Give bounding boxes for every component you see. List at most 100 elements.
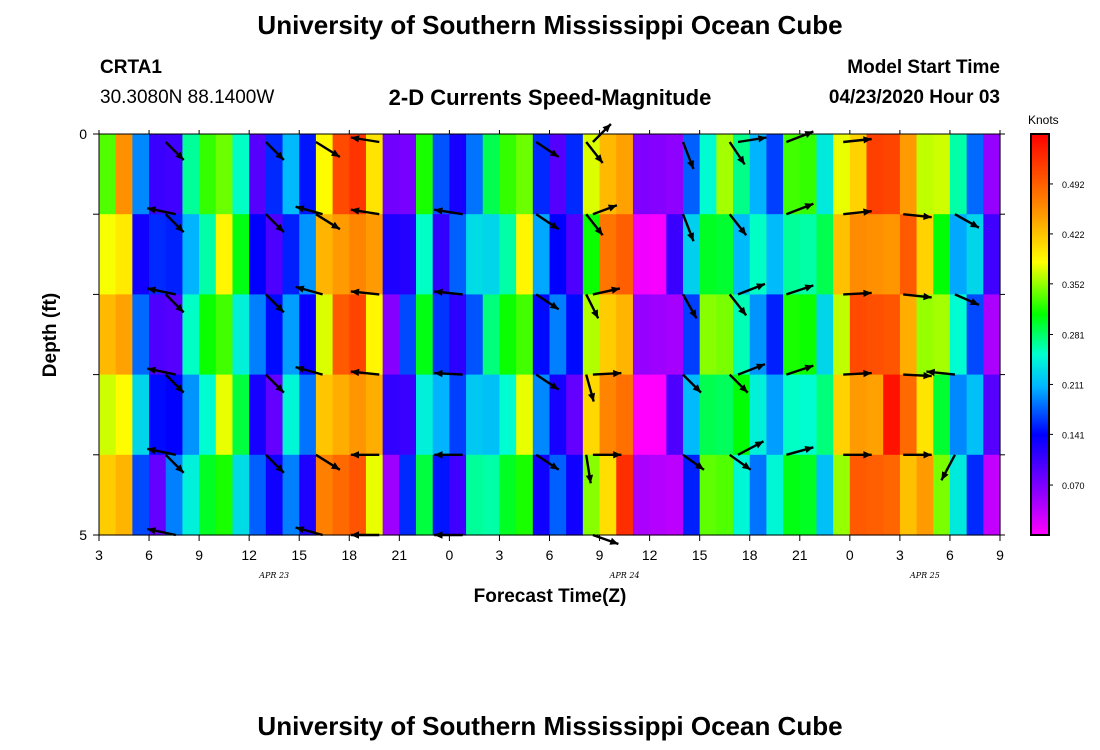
current-vector-head xyxy=(923,292,932,301)
heatmap-cell xyxy=(833,454,851,536)
heatmap-cell xyxy=(215,294,234,376)
heatmap-cell xyxy=(416,454,434,536)
heatmap-cell xyxy=(115,374,133,456)
heatmap-cell xyxy=(382,214,400,295)
current-vector-head xyxy=(275,464,284,473)
x-tick-label: 3 xyxy=(95,547,103,563)
heatmap-cell xyxy=(416,214,434,295)
heatmap-cell xyxy=(833,374,851,456)
heatmap-cell xyxy=(499,134,517,215)
date-label: APR 23 xyxy=(258,571,289,580)
x-axis-label: Forecast Time(Z) xyxy=(473,586,627,607)
axes: 3 6 9 12 15 18 21 0 3 6 9 12 15 18 21 0 3 6 9 0 5 APR 23 APR 2… xyxy=(79,126,1005,580)
heatmap-cell xyxy=(132,294,150,376)
heatmap-cell xyxy=(365,214,384,295)
current-vector-head xyxy=(434,288,443,296)
heatmap-cell xyxy=(666,294,684,376)
station-id: CRTA1 xyxy=(100,57,162,78)
heatmap-cell xyxy=(215,214,234,295)
current-vector-head xyxy=(350,288,360,296)
heatmap-cell xyxy=(883,294,901,376)
heatmap-cell xyxy=(666,134,684,215)
heatmap-cell xyxy=(349,374,367,456)
heatmap-cell xyxy=(365,374,384,456)
heatmap-cell xyxy=(432,214,450,295)
heatmap-cell xyxy=(799,374,818,456)
heatmap-cell xyxy=(883,374,901,456)
current-vector-head xyxy=(804,203,814,211)
heatmap-cell xyxy=(699,374,717,456)
x-tick-label: 6 xyxy=(145,547,153,563)
heatmap-cell xyxy=(749,454,768,536)
heatmap-cell xyxy=(899,294,918,376)
heatmap-cell xyxy=(733,214,751,295)
heatmap-cell xyxy=(482,454,501,536)
heatmap-cell xyxy=(432,454,450,536)
heatmap-cell xyxy=(132,374,150,456)
heatmap-cell xyxy=(666,374,684,456)
colorbar-tick-label: 0.141 xyxy=(1062,430,1085,440)
current-vector-head xyxy=(434,369,443,378)
current-vector-head xyxy=(175,223,184,233)
y-tick-label: 5 xyxy=(79,527,87,543)
heatmap-cell xyxy=(899,214,918,295)
heatmap-cell xyxy=(682,214,701,295)
heatmap-cell xyxy=(99,454,117,536)
footer-title: University of Southern Mississippi Ocean… xyxy=(257,711,843,741)
heatmap-cell xyxy=(916,454,934,536)
colorbar-tick-label: 0.070 xyxy=(1062,481,1085,491)
heatmap-cell xyxy=(365,134,384,215)
heatmap-cell xyxy=(382,374,400,456)
heatmap-cell xyxy=(749,134,768,215)
current-vector-head xyxy=(147,366,156,374)
current-vector-head xyxy=(434,451,443,459)
heatmap-cell xyxy=(983,294,1001,376)
x-tick-label: 9 xyxy=(996,547,1004,563)
heatmap-cell xyxy=(199,454,217,536)
heatmap-cell xyxy=(849,454,868,536)
heatmap-cell xyxy=(416,294,434,376)
heatmap-cell xyxy=(282,214,300,295)
current-vector-head xyxy=(275,151,284,160)
heatmap-cell xyxy=(599,454,617,536)
heatmap-cell xyxy=(99,214,117,295)
current-vector-head xyxy=(741,462,751,470)
heatmap-cell xyxy=(983,134,1001,215)
heatmap-cell xyxy=(733,374,751,456)
heatmap-cell xyxy=(149,294,167,376)
colorbar: 0.492 0.422 0.352 0.281 0.211 0.141 0.070 xyxy=(1030,133,1085,536)
current-vector-head xyxy=(687,160,694,169)
heatmap-cell xyxy=(866,454,884,536)
heatmap-cell xyxy=(866,214,884,295)
current-vector-head xyxy=(549,462,559,470)
heatmap-cell xyxy=(115,214,133,295)
y-tick-label: 0 xyxy=(79,126,87,142)
heatmap-cell xyxy=(332,374,350,456)
heatmap-cell xyxy=(699,294,717,376)
heatmap-cell xyxy=(499,294,517,376)
current-vector-head xyxy=(738,306,747,316)
current-vector-head xyxy=(295,285,305,293)
heatmap-cell xyxy=(933,134,951,215)
heatmap-cell xyxy=(149,454,167,536)
current-vector-head xyxy=(609,537,619,545)
x-tick-label: 6 xyxy=(546,547,554,563)
heatmap-cell xyxy=(682,374,701,456)
heatmap-cell xyxy=(966,454,984,536)
current-vector-head xyxy=(804,364,814,372)
heatmap-cell xyxy=(866,374,884,456)
heatmap-cell xyxy=(449,454,467,536)
heatmap-cell xyxy=(649,214,667,295)
current-vector-head xyxy=(756,283,765,291)
current-vector-head xyxy=(613,451,622,459)
heatmap-cell xyxy=(749,374,768,456)
heatmap-cell xyxy=(883,454,901,536)
heatmap-cell xyxy=(549,454,567,536)
heatmap-cell xyxy=(649,294,667,376)
heatmap-cell xyxy=(382,134,400,215)
heatmap-cell xyxy=(482,214,501,295)
heatmap-cell xyxy=(199,214,217,295)
heatmap-cell xyxy=(165,454,184,536)
current-vector-head xyxy=(350,368,360,377)
